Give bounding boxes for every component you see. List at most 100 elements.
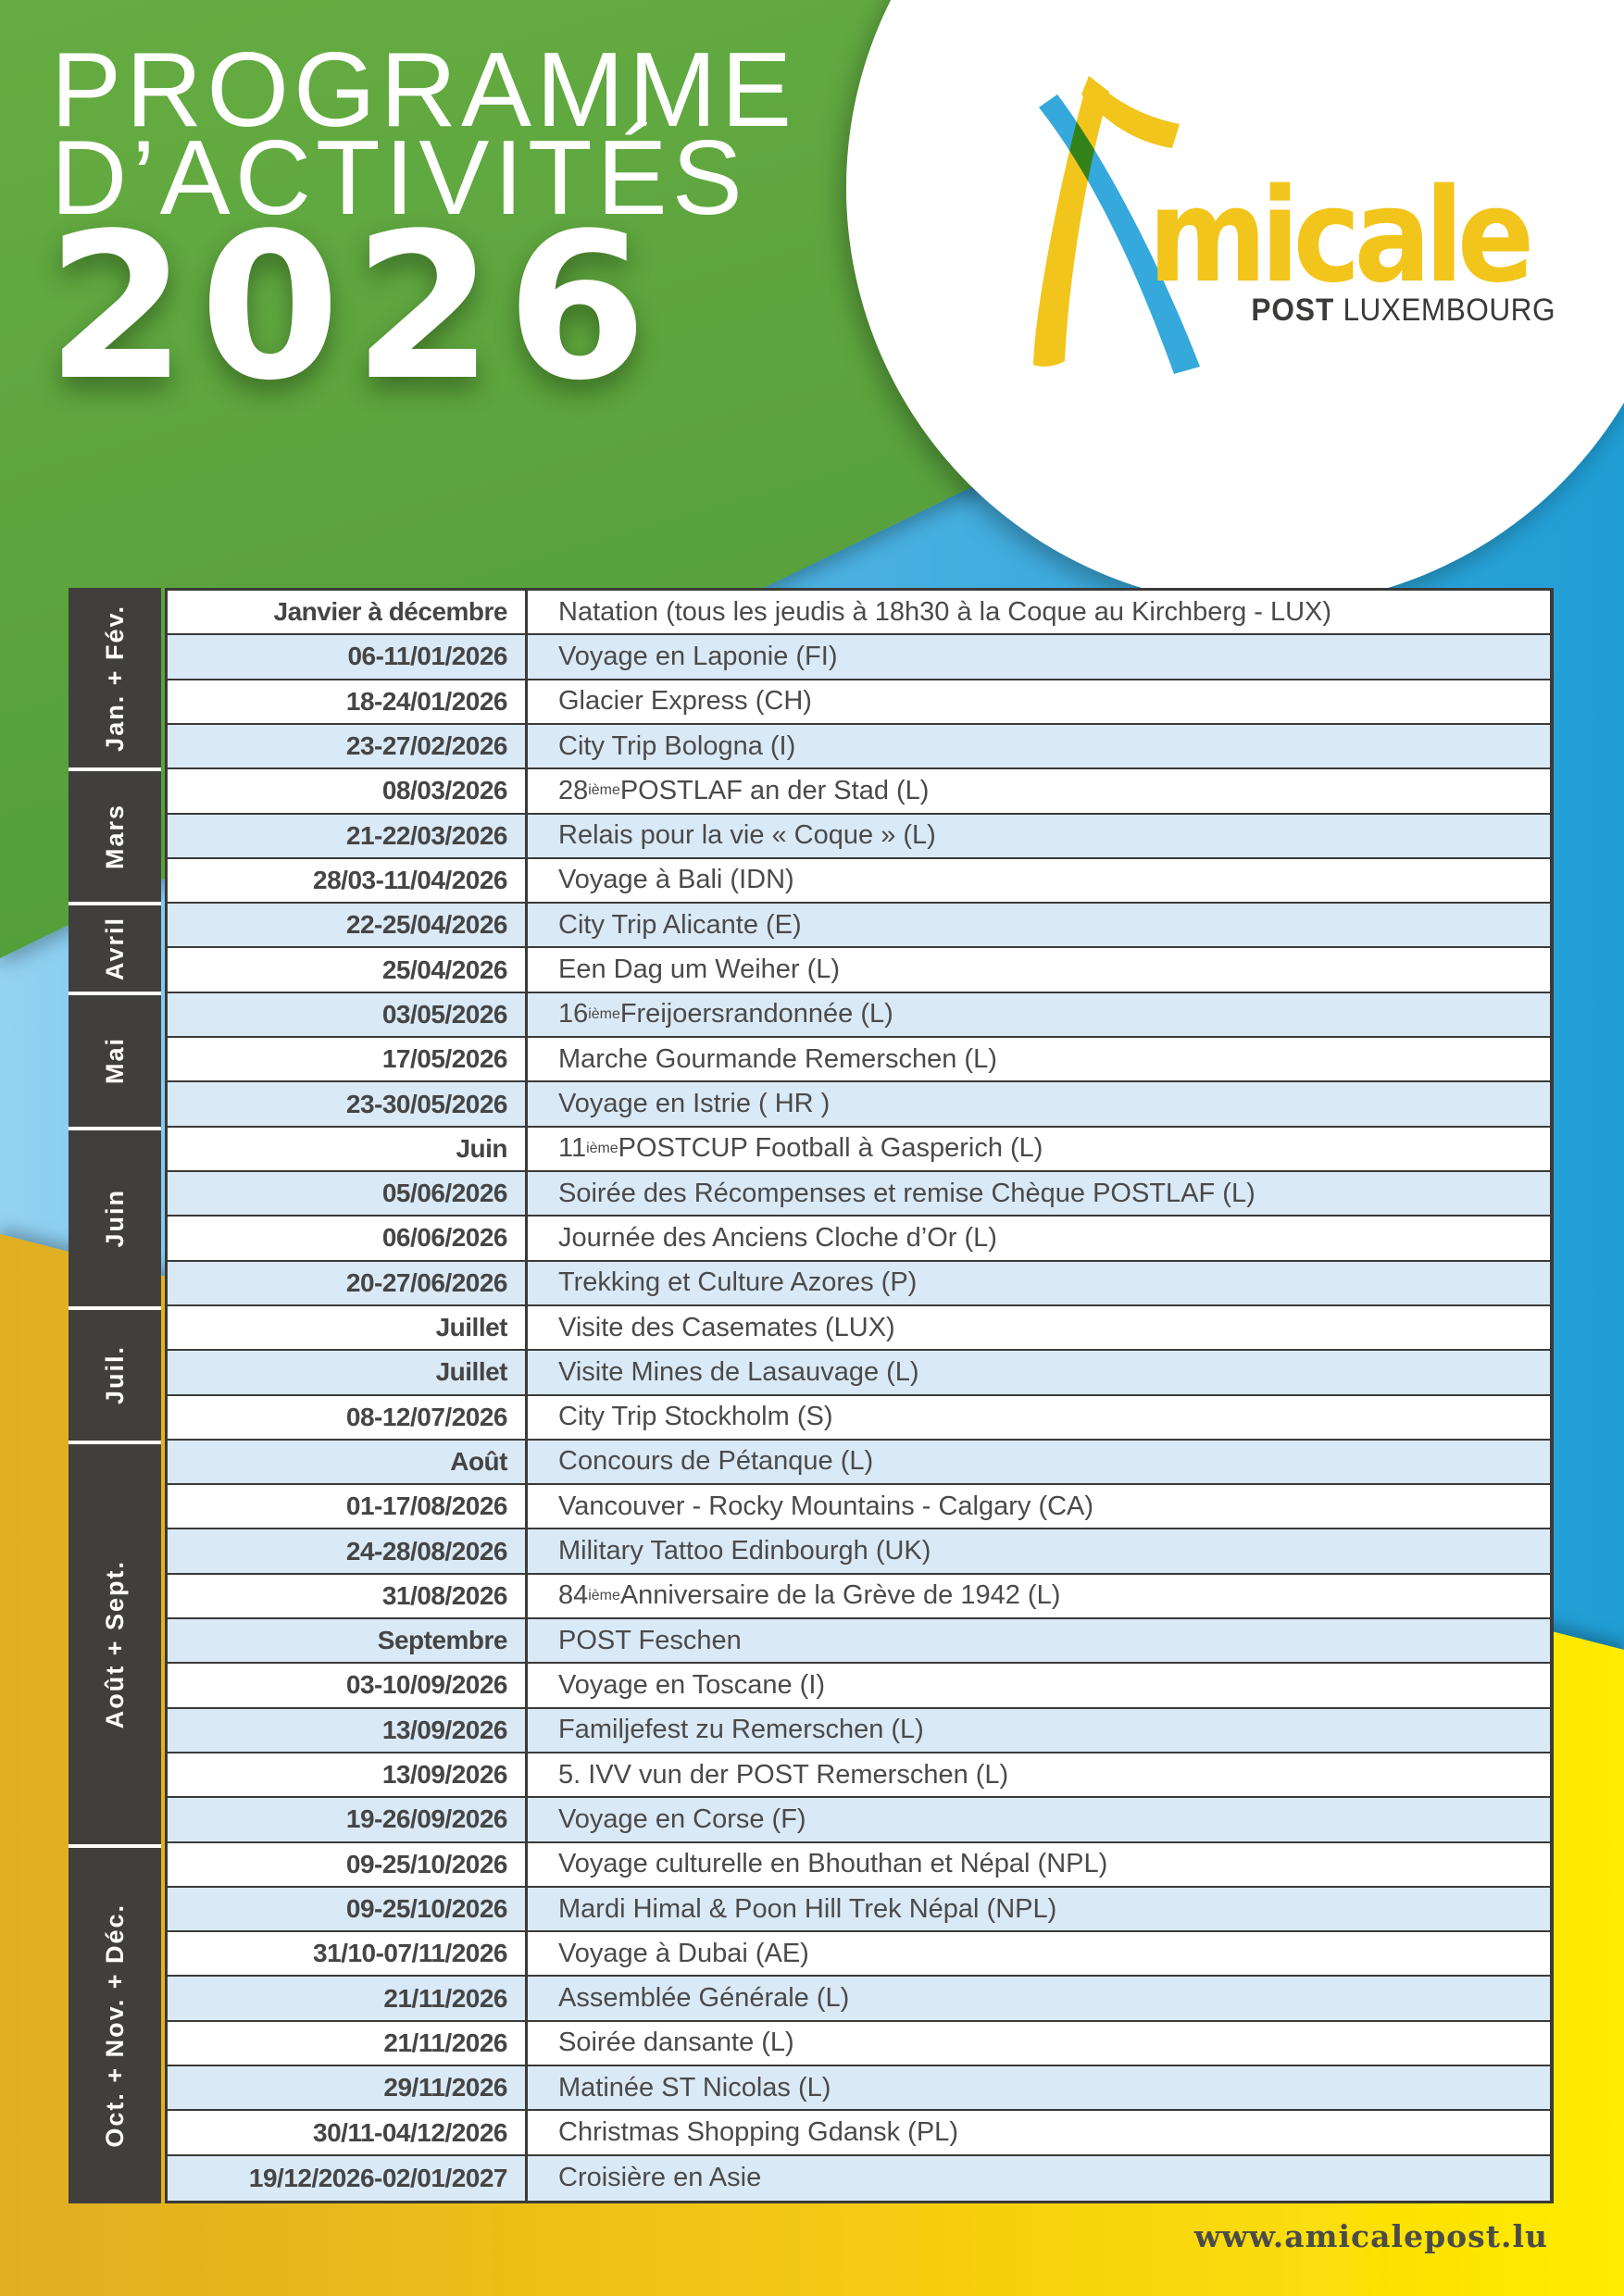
- activity-cell: Voyage en Corse (F): [558, 1803, 806, 1834]
- date-cell: Août: [168, 1440, 528, 1484]
- date-cell: 23-30/05/2026: [168, 1082, 528, 1126]
- month-group-label: Juil.: [100, 1345, 129, 1405]
- activity-cell: Mardi Himal & Poon Hill Trek Népal (NPL): [558, 1893, 1057, 1924]
- table-row: 24-28/08/2026 Military Tattoo Edinbourgh …: [168, 1529, 1550, 1575]
- activity-cell: 11 ième POSTCUP Football à Gasperich (L): [558, 1133, 1043, 1164]
- activity-cell: Croisière en Asie: [558, 2163, 762, 2193]
- date-cell: 21/11/2026: [168, 1977, 528, 2020]
- month-group-label: Avril: [100, 917, 129, 981]
- table-row: 09-25/10/2026 Voyage culturelle en Bhouth…: [168, 1842, 1550, 1888]
- table-row: 03/05/2026 16 ième Freijoersrandonnée (L): [168, 992, 1550, 1039]
- date-cell: Juillet: [168, 1351, 528, 1394]
- date-cell: 13/09/2026: [168, 1753, 528, 1797]
- month-group: Juin: [69, 1126, 161, 1306]
- table-row: 05/06/2026 Soirée des Récompenses et remi…: [168, 1171, 1550, 1217]
- date-cell: Janvier à décembre: [168, 591, 528, 634]
- month-group: Mai: [69, 992, 161, 1127]
- date-cell: 08/03/2026: [168, 769, 528, 813]
- table-row: 03-10/09/2026 Voyage en Toscane (I): [168, 1664, 1550, 1709]
- website-link[interactable]: www.amicalepost.lu: [1193, 2218, 1548, 2254]
- org-post-label: POST: [1251, 293, 1335, 328]
- month-group-label: Mai: [100, 1037, 129, 1085]
- table-row: 23-27/02/2026 City Trip Bologna (I): [168, 724, 1550, 770]
- activity-cell: Glacier Express (CH): [558, 686, 812, 717]
- table-row: 09-25/10/2026 Mardi Himal & Poon Hill Tre…: [168, 1887, 1550, 1933]
- table-row: 22-25/04/2026 City Trip Alicante (E): [168, 904, 1550, 949]
- date-cell: 09-25/10/2026: [168, 1842, 528, 1886]
- activity-cell: Visite Mines de Lasauvage (L): [558, 1356, 919, 1387]
- activity-cell: Military Tattoo Edinbourgh (UK): [558, 1536, 931, 1566]
- date-cell: 22-25/04/2026: [168, 904, 528, 947]
- date-cell: 18-24/01/2026: [168, 680, 528, 723]
- date-cell: 20-27/06/2026: [168, 1261, 528, 1304]
- date-cell: Septembre: [168, 1619, 528, 1663]
- activity-cell: Soirée des Récompenses et remise Chèque …: [558, 1178, 1255, 1208]
- month-group-label: Jan. + Fév.: [100, 604, 129, 752]
- brand-wordmark: micale: [1148, 161, 1534, 312]
- month-group: Oct. + Nov. + Déc.: [69, 1844, 161, 2203]
- date-cell: 23-27/02/2026: [168, 724, 528, 768]
- date-cell: 31/10-07/11/2026: [168, 1932, 528, 1976]
- date-cell: 19/12/2026-02/01/2027: [168, 2155, 528, 2201]
- table-row: 31/08/2026 84 ième Anniversaire de la Grèv…: [168, 1574, 1550, 1620]
- month-group-label: Oct. + Nov. + Déc.: [100, 1903, 129, 2148]
- activity-cell: Relais pour la vie « Coque » (L): [558, 820, 936, 851]
- table-row: Janvier à décembre Natation (tous les jeu…: [168, 591, 1550, 636]
- activity-cell: Matinée ST Nicolas (L): [558, 2072, 831, 2103]
- table-row: 13/09/2026 Familjefest zu Remerschen (L): [168, 1708, 1550, 1753]
- activity-cell: Marche Gourmande Remerschen (L): [558, 1043, 997, 1074]
- table-row: Juillet Visite Mines de Lasauvage (L): [168, 1351, 1550, 1396]
- table-row: 20-27/06/2026 Trekking et Culture Azores …: [168, 1261, 1550, 1306]
- activity-cell: Soirée dansante (L): [558, 2028, 794, 2058]
- date-cell: 13/09/2026: [168, 1708, 528, 1752]
- date-cell: 30/11-04/12/2026: [168, 2111, 528, 2154]
- org-wordmark: POST LUXEMBOURG: [1107, 293, 1555, 329]
- table-row: 01-17/08/2026 Vancouver - Rocky Mountains…: [168, 1485, 1550, 1530]
- amicale-a-logo-icon: [1033, 76, 1200, 374]
- activity-cell: Trekking et Culture Azores (P): [558, 1267, 918, 1298]
- table-row: 08/03/2026 28 ième POSTLAF an der Stad (L): [168, 769, 1550, 815]
- activity-cell: Assemblée Générale (L): [558, 1983, 850, 2014]
- date-cell: 06/06/2026: [168, 1217, 528, 1260]
- table-row: Septembre POST Feschen: [168, 1619, 1550, 1665]
- table-row: 08-12/07/2026 City Trip Stockholm (S): [168, 1395, 1550, 1441]
- activity-cell: 5. IVV vun der POST Remerschen (L): [558, 1759, 1009, 1790]
- activity-cell: Een Dag um Weiher (L): [558, 955, 841, 985]
- table-row: Août Concours de Pétanque (L): [168, 1440, 1550, 1486]
- table-row: Juillet Visite des Casemates (LUX): [168, 1305, 1550, 1352]
- activity-cell: City Trip Alicante (E): [558, 909, 802, 940]
- table-row: 19-26/09/2026 Voyage en Corse (F): [168, 1798, 1550, 1843]
- month-group: Juil.: [69, 1305, 161, 1441]
- date-cell: 09-25/10/2026: [168, 1887, 528, 1931]
- activity-cell: Voyage à Dubai (AE): [558, 1938, 809, 1968]
- month-group-label: Août + Sept.: [100, 1559, 129, 1729]
- table-row: 17/05/2026 Marche Gourmande Remerschen (L…: [168, 1038, 1550, 1083]
- activity-cell: Journée des Anciens Cloche d’Or (L): [558, 1222, 997, 1253]
- table-row: 06-11/01/2026 Voyage en Laponie (FI): [168, 635, 1550, 680]
- activity-cell: 16 ième Freijoersrandonnée (L): [558, 999, 893, 1029]
- activity-cell: Voyage en Toscane (I): [558, 1669, 826, 1700]
- date-cell: 17/05/2026: [168, 1038, 528, 1081]
- activity-cell: 28 ième POSTLAF an der Stad (L): [558, 775, 930, 805]
- month-group: Jan. + Fév.: [69, 588, 161, 767]
- date-cell: 05/06/2026: [168, 1171, 528, 1216]
- activity-cell: Voyage en Istrie ( HR ): [558, 1089, 831, 1118]
- date-cell: 01-17/08/2026: [168, 1485, 528, 1529]
- date-cell: 31/08/2026: [168, 1574, 528, 1618]
- activity-cell: Voyage à Bali (IDN): [558, 865, 794, 895]
- logo-circle: [846, 0, 1624, 606]
- month-group-label: Mars: [100, 804, 129, 870]
- table-row: 18-24/01/2026 Glacier Express (CH): [168, 680, 1550, 725]
- month-column: Jan. + Fév. Mars Avril Mai Juin Juil. Août + S…: [69, 588, 161, 2203]
- table-row: 28/03-11/04/2026 Voyage à Bali (IDN): [168, 858, 1550, 905]
- activity-cell: Voyage en Laponie (FI): [558, 641, 838, 671]
- table-row: 21/11/2026 Assemblée Générale (L): [168, 1977, 1550, 2022]
- date-cell: 25/04/2026: [168, 948, 528, 992]
- title-line1: PROGRAMME: [51, 31, 797, 149]
- date-cell: 03/05/2026: [168, 992, 528, 1037]
- activity-cell: City Trip Bologna (I): [558, 730, 796, 761]
- month-group-label: Juin: [100, 1188, 129, 1248]
- activity-cell: Christmas Shopping Gdansk (PL): [558, 2117, 958, 2148]
- month-group: Août + Sept.: [69, 1440, 161, 1845]
